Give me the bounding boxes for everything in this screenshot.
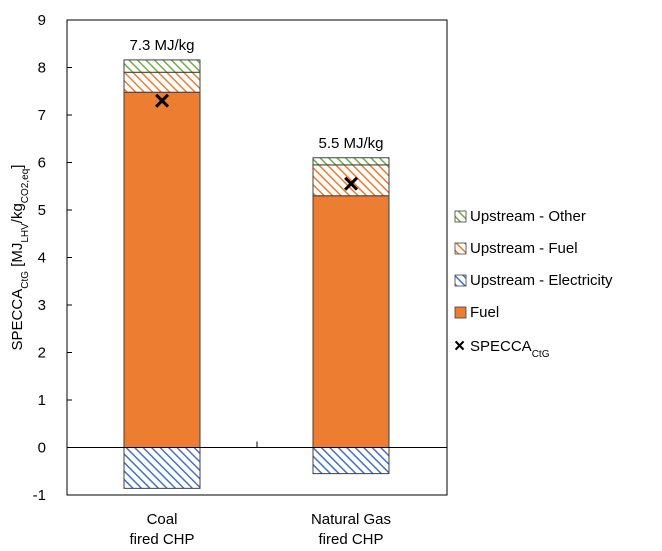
legend-label-1: Upstream - Fuel [470, 240, 578, 257]
total-annotation-0: 7.3 MJ/kg [129, 37, 194, 54]
legend-label-marker: SPECCACtG [470, 338, 550, 360]
y-tick-label: 9 [38, 12, 46, 29]
y-tick-label: -1 [33, 487, 46, 504]
legend-swatch-1 [454, 242, 467, 255]
y-tick-label: 8 [38, 60, 46, 77]
legend-label-3: Fuel [470, 304, 499, 321]
y-tick-label: 2 [38, 345, 46, 362]
category-label-1: Natural Gas fired CHP [311, 511, 391, 548]
legend-swatch-2 [454, 274, 467, 287]
y-tick-label: 3 [38, 297, 46, 314]
bar-upstream-other-0 [123, 59, 201, 73]
legend-swatch-3 [454, 306, 467, 319]
legend-swatch-0 [454, 210, 467, 223]
legend-label-2: Upstream - Electricity [470, 272, 613, 289]
y-tick-label: 4 [38, 250, 46, 267]
bar-fuel-1 [312, 195, 390, 448]
y-tick-label: 1 [38, 392, 46, 409]
category-label-0: Coal fired CHP [129, 511, 194, 548]
y-axis-title-group: SPECCACtG [MJLHV/kgCO2,eq] [9, 165, 31, 351]
y-tick-label: 7 [38, 107, 46, 124]
y-tick-label: 5 [38, 202, 46, 219]
marker-specca-ctg-1: × [343, 168, 359, 199]
bar-upstream-fuel-1 [312, 164, 390, 197]
total-annotation-1: 5.5 MJ/kg [318, 135, 383, 152]
bar-upstream-electricity-1 [312, 447, 390, 475]
bar-fuel-0 [123, 91, 201, 448]
bar-upstream-electricity-0 [123, 447, 201, 489]
bar-upstream-other-1 [312, 157, 390, 166]
y-axis-title: SPECCACtG [MJLHV/kgCO2,eq] [9, 165, 31, 351]
legend-marker-symbol: × [454, 336, 465, 357]
marker-specca-ctg-0: × [154, 85, 170, 116]
legend-label-0: Upstream - Other [470, 208, 586, 225]
y-tick-label: 0 [38, 440, 46, 457]
y-tick-label: 6 [38, 155, 46, 172]
